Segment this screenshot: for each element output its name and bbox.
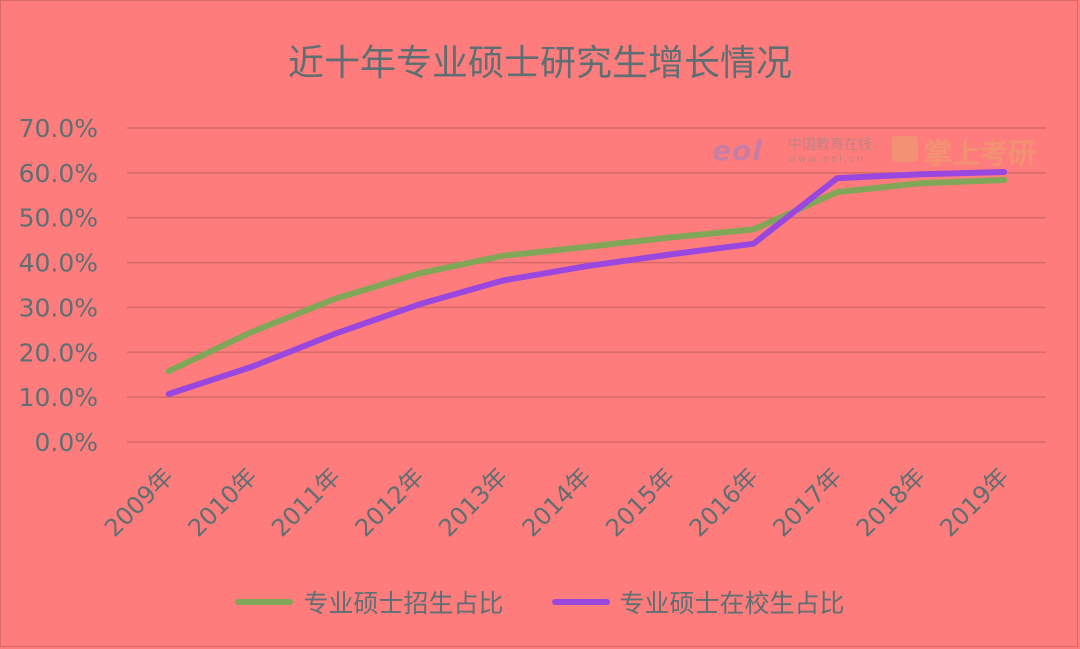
x-tick-label: 2014年	[517, 462, 597, 542]
y-tick-label: 0.0%	[34, 428, 98, 457]
x-tick-label: 2012年	[350, 462, 430, 542]
chart-title: 近十年专业硕士研究生增长情况	[287, 43, 792, 84]
x-tick-label: 2017年	[767, 462, 847, 542]
legend-item-in-school: 专业硕士在校生占比	[551, 584, 845, 620]
x-tick-label: 2011年	[266, 462, 346, 542]
watermark-brand: 掌上考研	[924, 137, 1037, 170]
watermark-brand-icon	[892, 136, 918, 162]
x-tick-label: 2013年	[433, 462, 513, 542]
legend: 专业硕士招生占比 专业硕士在校生占比	[0, 584, 1080, 620]
y-tick-label: 60.0%	[19, 159, 98, 188]
y-tick-label: 30.0%	[19, 293, 98, 322]
x-tick-label: 2009年	[99, 462, 179, 542]
watermark: eol 中国教育在线 www.eol.cn 掌上考研	[712, 130, 1052, 174]
y-tick-label: 10.0%	[19, 383, 98, 412]
y-tick-label: 70.0%	[19, 114, 98, 143]
legend-label-enrollment: 专业硕士招生占比	[303, 589, 504, 618]
watermark-url: www.eol.cn	[788, 154, 865, 165]
x-tick-label: 2016年	[684, 462, 764, 542]
y-tick-label: 20.0%	[19, 338, 98, 367]
x-tick-label: 2010年	[183, 462, 263, 542]
y-tick-label: 40.0%	[19, 249, 98, 278]
x-tick-label: 2018年	[851, 462, 931, 542]
watermark-org: 中国教育在线	[788, 137, 872, 153]
watermark-logo: eol	[712, 134, 763, 167]
legend-label-in-school: 专业硕士在校生占比	[619, 589, 845, 618]
legend-swatch-enrollment	[235, 599, 294, 605]
x-tick-label: 2015年	[600, 462, 680, 542]
x-tick-label: 2019年	[935, 462, 1015, 542]
legend-swatch-in-school	[551, 599, 610, 605]
y-tick-label: 50.0%	[19, 204, 98, 233]
legend-item-enrollment: 专业硕士招生占比	[235, 584, 504, 620]
series-line-1	[165, 169, 1008, 397]
series-line-0	[165, 177, 1008, 375]
